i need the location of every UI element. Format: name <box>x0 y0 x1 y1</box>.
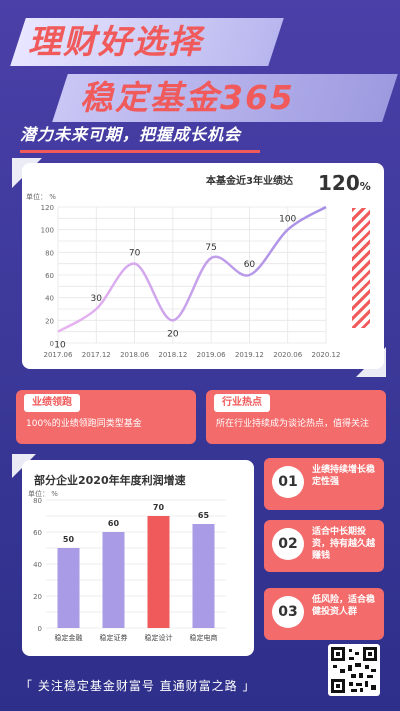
bar <box>147 516 170 628</box>
corner-decoration <box>356 347 386 377</box>
feature-card-hotspot: 行业热点 所在行业持续成为谈论热点，值得关注 <box>206 390 386 444</box>
line-chart: 单位： % 0 20 40 60 80 100 120 2017.06 2017.12 2018.0… <box>26 192 341 359</box>
y-tick-label: 0 <box>38 625 42 633</box>
x-tick-label: 2019.06 <box>197 351 226 359</box>
bar-chart: 单位： % 0 20 40 60 80 50 稳定金融 60 稳定证券 70 稳定设计 65 稳定电商 <box>28 489 226 642</box>
y-tick-label: 20 <box>33 593 42 601</box>
qr-code-icon[interactable] <box>328 644 380 696</box>
data-label: 100 <box>279 215 296 225</box>
list-number: 03 <box>272 596 304 628</box>
bar <box>57 548 80 628</box>
series-line <box>57 205 327 333</box>
data-label: 65 <box>198 511 210 520</box>
page-title-line2: 稳定基金365 <box>80 78 295 117</box>
data-label: 60 <box>108 519 120 528</box>
list-item: 01 业绩持续增长稳定性强 <box>264 458 384 510</box>
subtitle-underline <box>20 150 260 153</box>
bar-chart-title: 部分企业2020年年度利润增速 <box>34 474 186 487</box>
data-label: 30 <box>91 294 103 304</box>
feature-tag: 业绩领跑 <box>24 394 80 412</box>
x-tick-label: 2017.12 <box>82 351 111 359</box>
line-chart-title: 本基金近3年业绩达 <box>206 176 293 187</box>
line-chart-highlight: 120% <box>318 171 371 195</box>
y-tick-label: 20 <box>45 317 54 325</box>
y-axis-label: 单位： % <box>26 192 56 201</box>
x-tick-label: 2020.06 <box>273 351 302 359</box>
y-axis-label: 单位： % <box>28 489 58 498</box>
y-tick-label: 100 <box>41 227 54 235</box>
x-tick-label: 2018.12 <box>158 351 187 359</box>
list-text: 适合中长期投资，持有越久越赚钱 <box>312 527 376 561</box>
subtitle: 潜力未来可期，把握成长机会 <box>20 125 242 144</box>
hatch-decoration <box>352 208 370 328</box>
list-number: 02 <box>272 528 304 560</box>
x-tick-label: 2018.06 <box>120 351 149 359</box>
y-tick-label: 40 <box>33 561 42 569</box>
data-label: 60 <box>244 260 256 270</box>
page-title-line1: 理财好选择 <box>28 22 203 61</box>
footer-slogan: 「 关注稳定基金财富号 直通财富之路 」 <box>20 679 256 693</box>
x-tick-label: 稳定电商 <box>190 633 218 642</box>
x-tick-label: 2017.06 <box>44 351 73 359</box>
data-label: 70 <box>129 249 141 259</box>
list-item: 02 适合中长期投资，持有越久越赚钱 <box>264 520 384 572</box>
feature-card-performance: 业绩领跑 100%的业绩领跑同类型基金 <box>16 390 196 444</box>
y-tick-label: 120 <box>41 204 54 212</box>
data-label: 70 <box>153 503 165 512</box>
feature-tag: 行业热点 <box>214 394 270 412</box>
highlight-unit: % <box>359 180 371 193</box>
y-tick-label: 40 <box>45 295 54 303</box>
data-label: 50 <box>63 535 75 544</box>
x-tick-label: 2020.12 <box>312 351 341 359</box>
data-label: 75 <box>205 243 216 253</box>
y-tick-label: 80 <box>45 249 54 257</box>
x-tick-label: 稳定证券 <box>100 633 128 642</box>
bar <box>192 524 215 628</box>
data-label: 10 <box>54 341 66 351</box>
bar <box>102 532 125 628</box>
list-item: 03 低风险，适合稳健投资人群 <box>264 588 384 640</box>
y-tick-label: 60 <box>33 529 42 537</box>
x-tick-label: 2019.12 <box>235 351 264 359</box>
x-tick-label: 稳定金融 <box>55 633 83 642</box>
highlight-value: 120 <box>318 171 360 195</box>
feature-text: 100%的业绩领跑同类型基金 <box>26 419 142 429</box>
y-tick-label: 60 <box>45 272 54 280</box>
data-label: 20 <box>167 329 179 339</box>
list-number: 01 <box>272 466 304 498</box>
list-text: 业绩持续增长稳定性强 <box>312 465 376 487</box>
feature-text: 所在行业持续成为谈论热点，值得关注 <box>216 419 370 429</box>
list-text: 低风险，适合稳健投资人群 <box>312 595 376 617</box>
y-tick-label: 80 <box>33 497 42 505</box>
y-tick-label: 0 <box>50 340 54 348</box>
x-tick-label: 稳定设计 <box>145 633 173 642</box>
